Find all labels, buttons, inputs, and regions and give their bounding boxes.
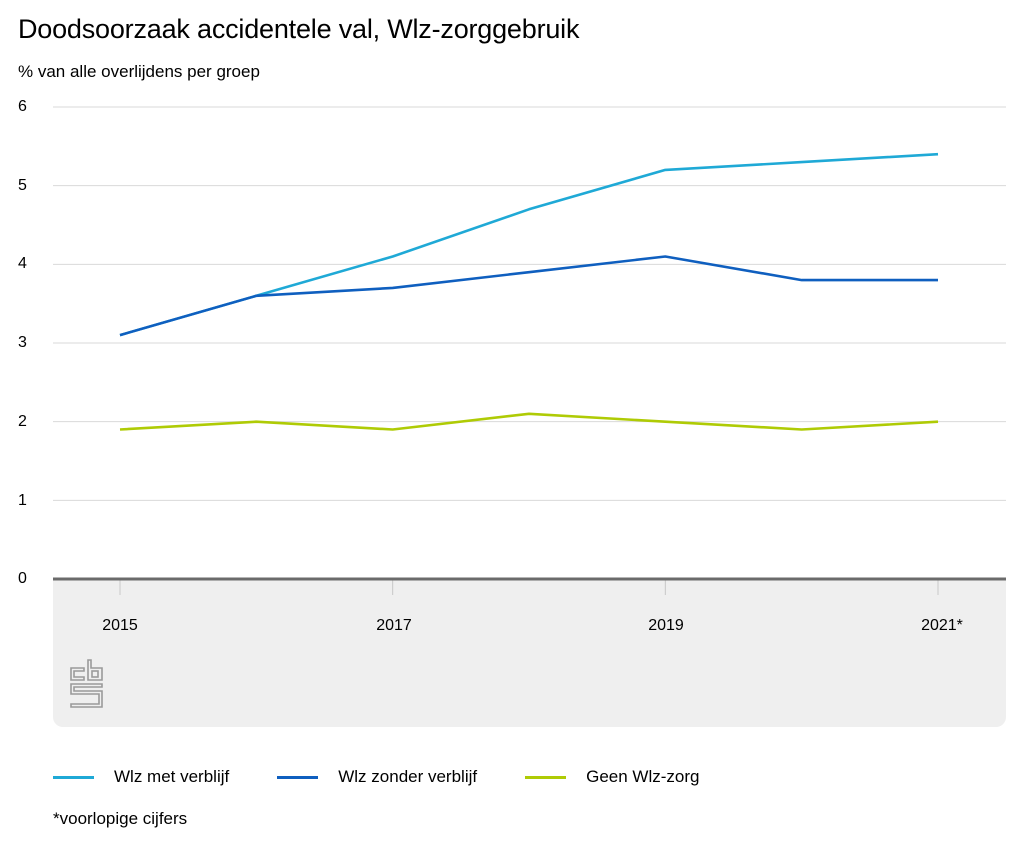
x-tick-2015: 2015 (102, 617, 138, 634)
x-tick-2019: 2019 (648, 617, 684, 634)
legend-label: Wlz met verblijf (114, 767, 230, 786)
legend-item-wlz-zonder-verblijf[interactable]: Wlz zonder verblijf (277, 767, 477, 787)
y-tick-3: 3 (18, 334, 27, 351)
y-tick-4: 4 (18, 255, 27, 272)
y-tick-6: 6 (18, 98, 27, 115)
legend-swatch (525, 775, 567, 779)
series-line-wlz-zonder-verblijf[interactable] (119, 255, 938, 337)
chart-title: Doodsoorzaak accidentele val, Wlz-zorgge… (18, 14, 580, 44)
legend-label: Wlz zonder verblijf (338, 767, 478, 786)
legend-label: Geen Wlz-zorg (586, 767, 700, 786)
y-tick-1: 1 (18, 492, 27, 509)
series-line-geen-wlz-zorg[interactable] (119, 412, 939, 431)
legend-item-wlz-met-verblijf[interactable]: Wlz met verblijf (53, 767, 229, 787)
legend-swatch (53, 775, 94, 779)
x-axis-band (53, 579, 1006, 727)
y-tick-2: 2 (18, 413, 27, 430)
series-line-wlz-met-verblijf[interactable] (119, 152, 939, 337)
legend-swatch (277, 775, 319, 779)
gridlines (53, 106, 1006, 501)
series-lines (119, 152, 939, 431)
y-tick-5: 5 (18, 177, 27, 194)
legend-item-geen-wlz-zorg[interactable]: Geen Wlz-zorg (525, 767, 699, 787)
footnote: *voorlopige cijfers (53, 809, 188, 828)
x-tick-2021: 2021* (921, 617, 963, 634)
x-tick-2017: 2017 (376, 617, 412, 634)
legend: Wlz met verblijf Wlz zonder verblijf Gee… (53, 767, 747, 787)
chart-subtitle: % van alle overlijdens per groep (18, 62, 260, 81)
x-axis-ticks (119, 580, 939, 595)
cbs-logo-icon (70, 659, 103, 708)
y-tick-0: 0 (18, 570, 27, 587)
